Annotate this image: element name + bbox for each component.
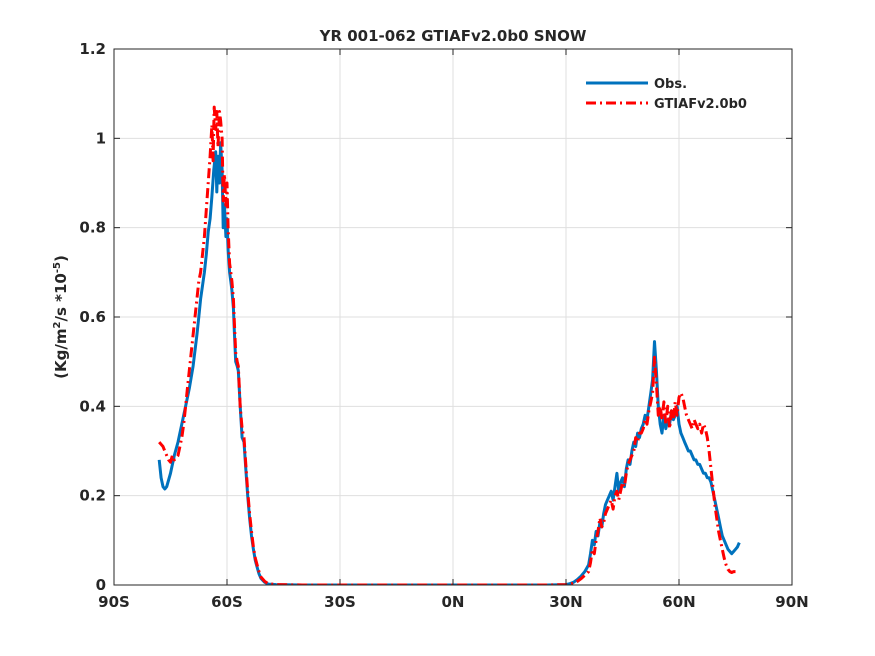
x-tick-label: 90S: [98, 593, 130, 611]
y-tick-label: 0.8: [79, 219, 106, 237]
x-tick-label: 30N: [549, 593, 582, 611]
y-axis-label-sup2: -5: [52, 262, 63, 273]
y-axis-label-prefix: (Kg/m: [52, 328, 70, 378]
y-tick-labels: 0 0.2 0.4 0.6 0.8 1 1.2: [79, 40, 106, 594]
legend-label-gtiaf: GTIAFv2.0b0: [654, 97, 747, 112]
y-axis-label-suffix: ): [52, 255, 70, 262]
series-layer: [157, 105, 741, 585]
y-tick-label: 1.2: [79, 40, 106, 58]
axis-ticks: [113, 48, 793, 586]
x-tick-label: 60N: [662, 593, 695, 611]
x-tick-label: 0N: [442, 593, 465, 611]
x-tick-label: 60S: [211, 593, 243, 611]
y-axis-label: (Kg/m2/s *10-5): [52, 255, 70, 379]
y-tick-label: 0.4: [79, 397, 106, 415]
y-tick-label: 0.6: [79, 308, 106, 326]
legend: Obs. GTIAFv2.0b0: [586, 77, 747, 112]
y-tick-label: 1: [96, 129, 106, 147]
x-tick-label: 90N: [775, 593, 808, 611]
chart-title: YR 001-062 GTIAFv2.0b0 SNOW: [319, 27, 587, 45]
y-tick-label: 0.2: [79, 487, 106, 505]
x-tick-labels: 90S 60S 30S 0N 30N 60N 90N: [98, 593, 809, 611]
x-tick-label: 30S: [324, 593, 356, 611]
y-axis-label-sup1: 2: [52, 321, 63, 328]
legend-label-obs: Obs.: [654, 77, 687, 92]
y-axis-label-mid: /s *10: [52, 273, 70, 321]
y-tick-label: 0: [96, 576, 106, 594]
